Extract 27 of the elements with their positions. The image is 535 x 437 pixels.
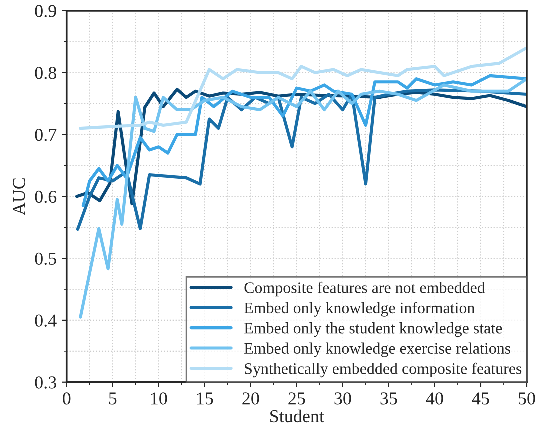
y-axis-title: AUC — [13, 178, 26, 216]
x-tick-label: 35 — [380, 392, 398, 405]
line-series — [79, 77, 527, 319]
legend-label: Embed only the student knowledge state — [244, 322, 502, 338]
legend-label: Embed only knowledge exercise relations — [244, 342, 511, 358]
y-tick-label: 0.9 — [35, 5, 56, 18]
line-series — [79, 46, 527, 130]
legend-label: Embed only knowledge information — [244, 302, 475, 317]
legend-label: Composite features are not embedded — [244, 282, 486, 297]
y-tick-label: 0.8 — [35, 67, 56, 80]
y-tick-label: 0.7 — [35, 129, 57, 142]
x-tick-label: 15 — [197, 392, 214, 405]
x-tick-label: 25 — [288, 392, 306, 405]
y-tick-label: 0.5 — [35, 252, 56, 266]
x-tick-label: 30 — [334, 392, 352, 405]
x-tick-label: 5 — [109, 392, 117, 405]
x-tick-label: 20 — [242, 392, 260, 405]
x-tick-label: 0 — [63, 392, 71, 405]
x-axis-title: Student — [270, 410, 324, 423]
y-tick-label: 0.3 — [35, 376, 56, 389]
x-tick-label: 50 — [518, 392, 535, 405]
x-tick-label: 10 — [151, 392, 168, 405]
legend-label: Synthetically embedded composite features — [245, 362, 522, 378]
x-tick-label: 40 — [426, 392, 444, 405]
y-tick-label: 0.4 — [35, 314, 57, 327]
y-tick-label: 0.6 — [35, 190, 57, 204]
x-tick-label: 45 — [472, 392, 490, 405]
